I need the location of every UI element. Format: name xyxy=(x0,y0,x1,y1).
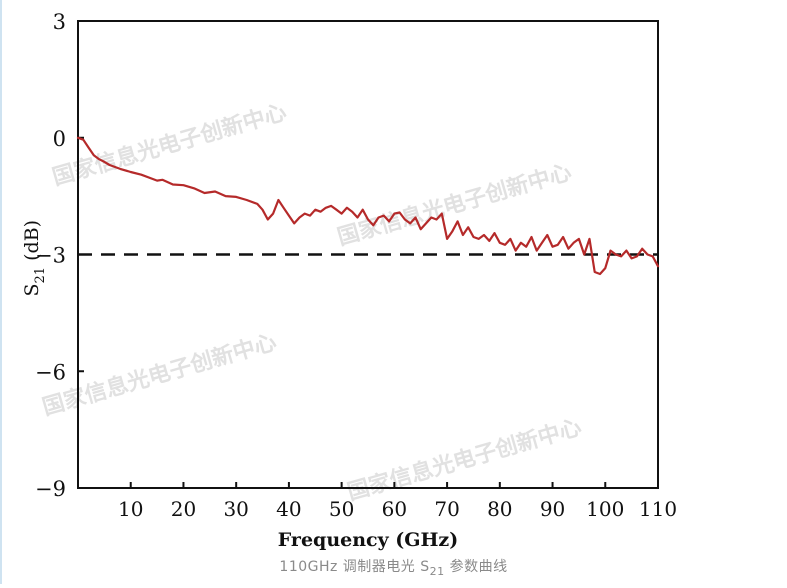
y-tick-label: 0 xyxy=(53,127,66,151)
caption-prefix: 110GHz 调制器电光 S xyxy=(279,559,430,575)
page-edge xyxy=(0,0,2,584)
series-line-s21 xyxy=(76,136,660,276)
watermark-text: 国家信息光电子创新中心 xyxy=(39,329,279,421)
x-tick-label: 60 xyxy=(382,497,407,521)
x-tick-label: 40 xyxy=(276,497,301,521)
y-axis-label-sub: 21 xyxy=(33,267,48,284)
caption-suffix: 参数曲线 xyxy=(444,559,508,575)
x-axis-label: Frequency (GHz) xyxy=(278,529,458,551)
x-tick-label: 30 xyxy=(223,497,248,521)
x-tick-label: 50 xyxy=(329,497,354,521)
y-axis-label-main: S xyxy=(21,283,43,296)
x-tick-label: 20 xyxy=(171,497,196,521)
watermark-text: 国家信息光电子创新中心 xyxy=(344,414,584,506)
caption-subscript: 21 xyxy=(429,564,445,578)
y-tick-label: 3 xyxy=(53,10,66,34)
y-tick-label: −3 xyxy=(35,244,66,268)
x-tick-label: 90 xyxy=(540,497,565,521)
x-tick-label: 10 xyxy=(118,497,143,521)
x-tick-label: 110 xyxy=(639,497,677,521)
y-tick-label: −9 xyxy=(35,477,66,501)
y-axis-label-unit: (dB) xyxy=(21,220,43,267)
watermark-text: 国家信息光电子创新中心 xyxy=(334,159,574,251)
figure-caption: 110GHz 调制器电光 S21 参数曲线 xyxy=(0,556,787,578)
y-axis-label: S21 (dB) xyxy=(21,220,48,297)
x-tick-label: 100 xyxy=(586,497,624,521)
x-tick-label: 70 xyxy=(434,497,459,521)
y-tick-label: −6 xyxy=(35,360,66,384)
x-tick-label: 80 xyxy=(487,497,512,521)
